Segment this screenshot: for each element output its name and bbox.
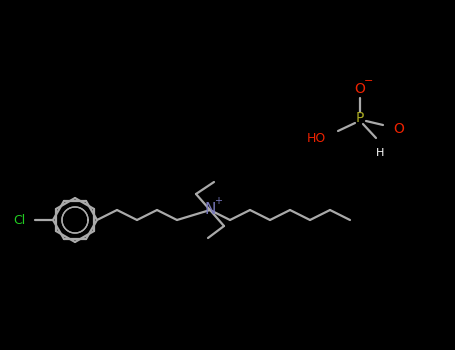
Text: P: P [356,111,364,125]
Text: O: O [354,82,365,96]
Text: Cl: Cl [13,214,25,226]
Text: HO: HO [307,133,326,146]
Text: O: O [393,122,404,136]
Text: +: + [214,196,222,206]
Text: −: − [364,76,374,86]
Text: H: H [376,148,384,158]
Text: N: N [204,203,216,217]
